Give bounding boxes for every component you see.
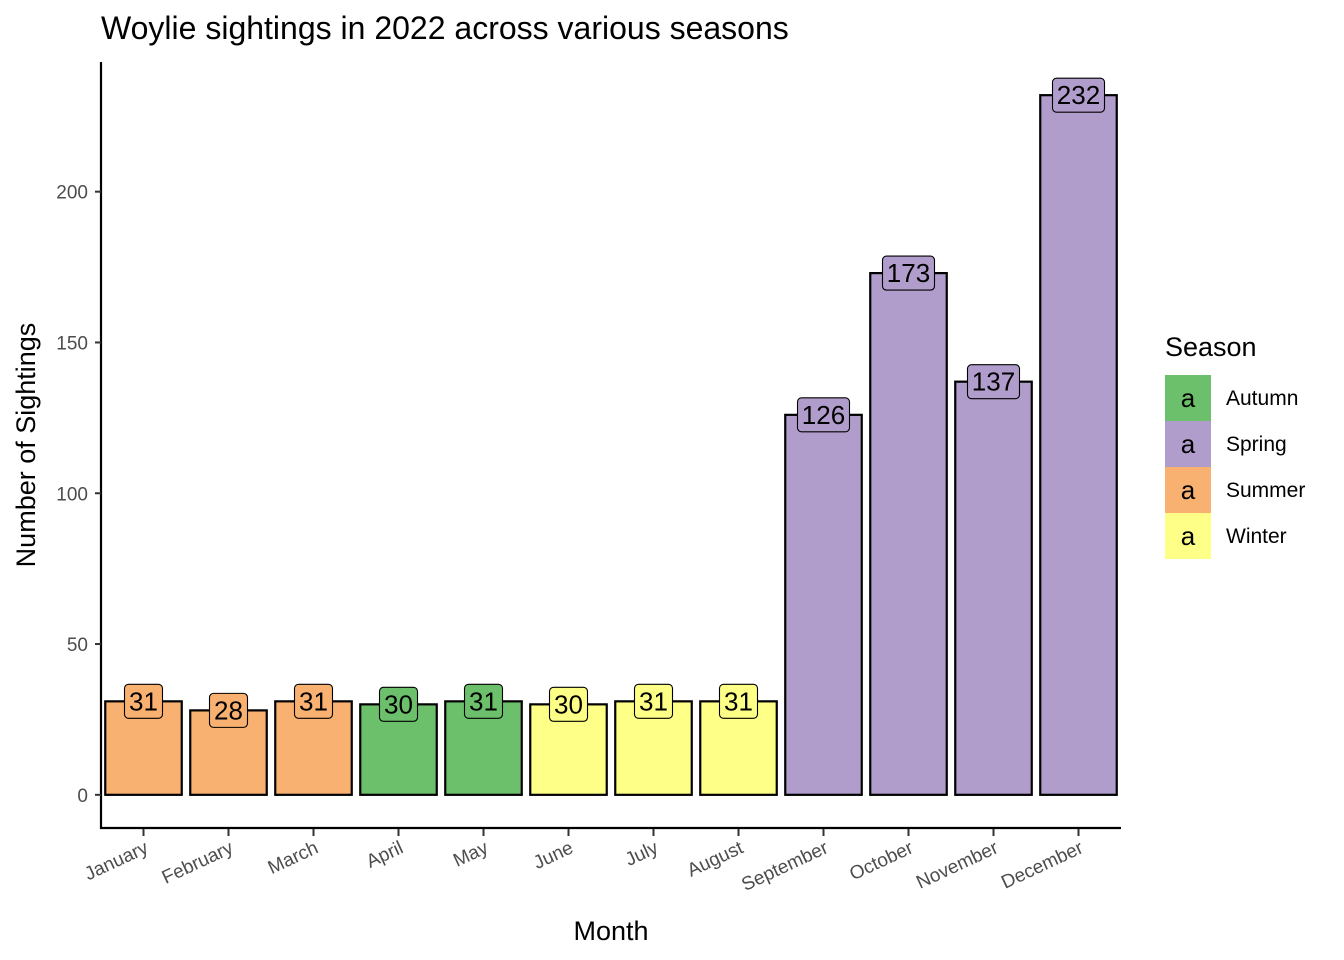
y-ticks: 0 50 100 150 200 <box>56 183 101 807</box>
legend-key-summer <box>1165 467 1211 513</box>
data-label: 28 <box>214 695 243 725</box>
legend-key-spring <box>1165 421 1211 467</box>
data-label: 31 <box>724 686 753 716</box>
data-label: 173 <box>887 258 930 288</box>
legend-key-winter <box>1165 513 1211 559</box>
data-label-box <box>293 683 334 719</box>
x-tick-label: October <box>846 837 917 885</box>
y-tick-label: 200 <box>56 183 88 204</box>
y-tick-label: 50 <box>67 635 88 656</box>
data-label-box <box>718 683 759 719</box>
legend-key-autumn <box>1165 375 1211 421</box>
data-label-box <box>796 397 851 433</box>
plot-area: 31 28 31 30 31 30 31 31 126 173 137 232 <box>104 77 1118 796</box>
data-label-box <box>881 255 936 291</box>
legend: Season a Autumn a Spring a Summer a Winter <box>1165 332 1305 559</box>
bar-november <box>954 380 1033 796</box>
legend-key-glyph: a <box>1181 475 1196 505</box>
legend-label-spring: Spring <box>1226 433 1287 456</box>
data-label: 31 <box>639 686 668 716</box>
legend-label-summer: Summer <box>1226 479 1305 502</box>
x-tick-label: August <box>684 837 747 881</box>
data-label-box <box>463 683 504 719</box>
data-label-box <box>548 686 589 722</box>
x-tick-label: July <box>622 837 662 871</box>
legend-items: a Autumn a Spring a Summer a Winter <box>1165 375 1305 559</box>
x-tick-label: April <box>363 837 406 872</box>
data-label: 137 <box>972 367 1015 397</box>
legend-key-glyph: a <box>1181 429 1196 459</box>
y-tick-label: 0 <box>77 786 88 807</box>
data-label-box <box>208 692 249 728</box>
x-tick-label: November <box>913 837 1002 893</box>
data-label-box <box>123 683 164 719</box>
data-label: 30 <box>554 689 583 719</box>
x-tick-label: January <box>81 837 152 885</box>
data-label: 30 <box>384 689 413 719</box>
x-tick-label: February <box>159 837 237 888</box>
legend-label-autumn: Autumn <box>1226 387 1298 410</box>
data-label-box <box>966 364 1021 400</box>
data-label: 126 <box>802 400 845 430</box>
y-axis-title: Number of Sightings <box>11 323 41 568</box>
x-tick-label: June <box>530 837 576 873</box>
data-label-box <box>633 683 674 719</box>
legend-label-winter: Winter <box>1226 525 1287 548</box>
chart-title: Woylie sightings in 2022 across various … <box>101 10 789 46</box>
x-tick-label: December <box>998 837 1087 893</box>
data-label: 232 <box>1057 80 1100 110</box>
data-label: 31 <box>299 686 328 716</box>
x-axis-title: Month <box>573 916 648 946</box>
data-label-box <box>1051 77 1106 113</box>
bar-september <box>784 413 863 796</box>
data-label: 31 <box>129 686 158 716</box>
legend-key-glyph: a <box>1181 521 1196 551</box>
bar-october <box>869 272 948 796</box>
legend-key-glyph: a <box>1181 383 1196 413</box>
x-tick-label: May <box>450 837 492 871</box>
data-label-box <box>378 686 419 722</box>
data-label: 31 <box>469 686 498 716</box>
bar-december <box>1039 94 1118 796</box>
x-tick-label: March <box>265 837 322 878</box>
x-tick-label: September <box>738 837 832 896</box>
y-tick-label: 150 <box>56 333 88 354</box>
y-tick-label: 100 <box>56 484 88 505</box>
legend-title: Season <box>1165 332 1257 362</box>
x-ticks: January February March April May June July Augu… <box>81 829 1087 896</box>
